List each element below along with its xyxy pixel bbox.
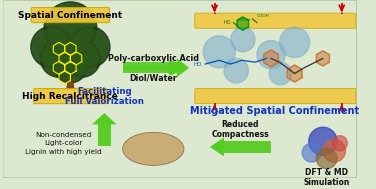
Circle shape <box>224 58 249 83</box>
Circle shape <box>71 29 107 65</box>
FancyBboxPatch shape <box>195 13 356 28</box>
Circle shape <box>279 27 310 57</box>
Circle shape <box>48 6 93 51</box>
Ellipse shape <box>123 132 184 165</box>
Circle shape <box>257 40 285 69</box>
Circle shape <box>43 42 75 74</box>
Circle shape <box>31 26 72 68</box>
Polygon shape <box>123 62 177 74</box>
Circle shape <box>63 40 100 77</box>
Circle shape <box>66 42 98 74</box>
Circle shape <box>302 143 321 162</box>
FancyBboxPatch shape <box>195 89 356 104</box>
Text: Non-condensed
Light-color
Lignin with high yield: Non-condensed Light-color Lignin with hi… <box>26 132 102 155</box>
Circle shape <box>68 26 110 68</box>
Text: Spatial Confinement: Spatial Confinement <box>18 11 123 20</box>
Polygon shape <box>224 141 271 153</box>
Polygon shape <box>287 65 302 82</box>
Circle shape <box>203 36 235 68</box>
Polygon shape <box>92 113 117 124</box>
Text: Poly-carboxylic Acid: Poly-carboxylic Acid <box>108 54 199 63</box>
FancyBboxPatch shape <box>33 89 107 104</box>
Circle shape <box>44 2 97 55</box>
Polygon shape <box>210 138 224 156</box>
Text: Diol/Water: Diol/Water <box>129 74 177 83</box>
Circle shape <box>34 29 69 65</box>
Circle shape <box>269 62 292 85</box>
Polygon shape <box>237 17 249 30</box>
Circle shape <box>309 127 337 156</box>
Circle shape <box>230 27 255 52</box>
Polygon shape <box>177 58 189 77</box>
Text: High Recalcitrance: High Recalcitrance <box>23 92 118 101</box>
Polygon shape <box>264 50 278 67</box>
Text: HO: HO <box>223 20 230 26</box>
Circle shape <box>53 49 87 83</box>
Circle shape <box>323 139 346 162</box>
FancyArrowPatch shape <box>126 63 181 73</box>
Text: HO: HO <box>194 62 202 67</box>
Circle shape <box>332 136 347 151</box>
FancyBboxPatch shape <box>3 0 357 178</box>
Text: DFT & MD
Simulation: DFT & MD Simulation <box>303 168 350 187</box>
FancyBboxPatch shape <box>31 8 109 23</box>
Circle shape <box>316 148 337 169</box>
Text: Mitigated Spatial Confinement: Mitigated Spatial Confinement <box>190 105 359 115</box>
Polygon shape <box>316 51 329 66</box>
Text: COOH: COOH <box>238 18 251 22</box>
Polygon shape <box>67 75 74 90</box>
Polygon shape <box>98 124 111 146</box>
Text: COOH: COOH <box>257 14 270 18</box>
Text: Facilitating
Full Valorization: Facilitating Full Valorization <box>65 87 144 106</box>
Circle shape <box>56 52 85 80</box>
Circle shape <box>40 40 78 77</box>
Text: Reduced
Compactness: Reduced Compactness <box>211 120 269 139</box>
